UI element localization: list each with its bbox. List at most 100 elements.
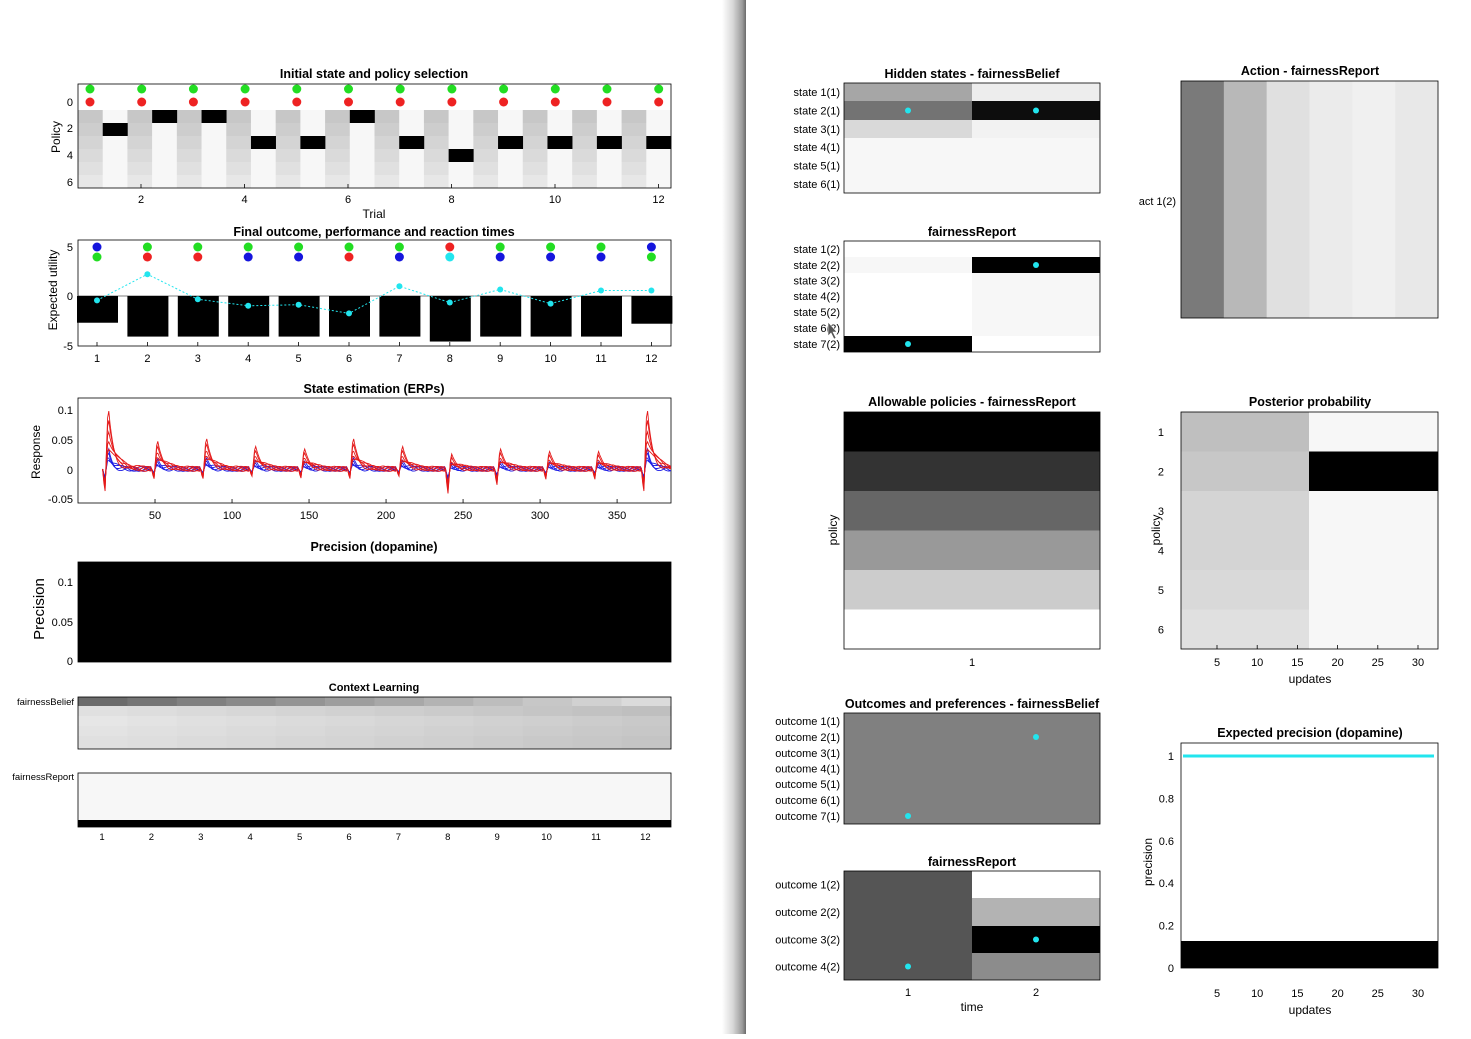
- policy-cell: [423, 175, 449, 188]
- policy-cell: [152, 149, 178, 162]
- hidden-state-marker: [1033, 107, 1039, 114]
- selected-policy-cell: [448, 149, 474, 162]
- expected-precision-box: [1180, 742, 1439, 969]
- context-cell: [325, 726, 375, 736]
- posterior-yticks: 1 2 3 4 5 6: [1158, 427, 1164, 637]
- policy-cell: [522, 136, 548, 149]
- state-dot-bottom: [395, 97, 405, 107]
- context-xtick-label: 8: [445, 832, 450, 843]
- hidden-state-label: state 2(1): [794, 106, 840, 118]
- action-cell: [1352, 81, 1396, 318]
- erp-xtick-label: 150: [300, 510, 318, 522]
- erp-ytick-minus0.05: -0.05: [48, 494, 73, 506]
- state-dot-bottom: [499, 97, 509, 107]
- report-states-panel: fairnessReport state 1(2) state 2(2) state…: [794, 225, 1101, 353]
- expected-precision-title: Expected precision (dopamine): [1217, 726, 1402, 740]
- policy-cell: [176, 175, 202, 188]
- action-cell: [1395, 81, 1439, 318]
- policy-cell: [325, 175, 351, 188]
- context-xtick-label: 4: [248, 832, 253, 843]
- utility-ytick-minus5: -5: [63, 341, 73, 353]
- expected-precision-xtick-label: 25: [1372, 988, 1384, 1000]
- outcome-dot-bottom: [243, 252, 253, 262]
- report-state-cell: [972, 320, 1100, 336]
- expected-precision-panel: Expected precision (dopamine) 1 0.8 0.6 0.4…: [1141, 726, 1439, 1017]
- allowable-policy-cell: [844, 530, 1100, 571]
- context-cell: [473, 716, 524, 726]
- context-cell: [176, 726, 227, 736]
- policy-cell: [102, 136, 128, 149]
- posterior-panel: Posterior probability 1 2 3 4 5 6 5 10 15 20 25 30…: [1149, 395, 1439, 686]
- policy-cell: [250, 123, 276, 136]
- utility-bar: [127, 296, 169, 337]
- erp-trace-red: [102, 420, 671, 491]
- policy-cell: [300, 149, 326, 162]
- state-dot-top: [240, 84, 250, 94]
- outcome-dot-bottom: [344, 252, 354, 262]
- policy-cell: [325, 149, 351, 162]
- policy-cell: [596, 123, 622, 136]
- utility-bar: [177, 296, 219, 337]
- context-cell: [473, 736, 524, 749]
- hidden-state-cell: [972, 83, 1100, 101]
- outcome-report-cell: [972, 898, 1100, 926]
- precision-ylabel: Precision: [31, 578, 48, 640]
- policy-cell: [127, 162, 153, 175]
- policy-cell: [423, 110, 449, 123]
- policy-cell: [201, 149, 227, 162]
- context-cell: [374, 726, 425, 736]
- outcome-xtick-label: 2: [144, 353, 150, 365]
- policy-cell: [78, 162, 104, 175]
- context-cell: [423, 726, 474, 736]
- allowable-policy-cell: [844, 451, 1100, 492]
- expected-precision-xtick-label: 30: [1412, 988, 1424, 1000]
- state-dot-top: [85, 84, 95, 94]
- context-cell: [572, 726, 622, 736]
- context-cell: [127, 706, 178, 716]
- outcome-xtick-label: 5: [296, 353, 302, 365]
- context-cell: [374, 697, 425, 706]
- erp-axes-box: [77, 397, 672, 504]
- context-cell: [572, 716, 622, 726]
- hidden-state-label: state 6(1): [794, 179, 840, 191]
- context-cell: [226, 706, 276, 716]
- rt-point: [94, 297, 100, 304]
- trial-xtick-label: 6: [345, 194, 351, 206]
- report-state-cell: [972, 273, 1100, 288]
- policy-cell: [621, 110, 647, 123]
- outcome-dot-bottom: [546, 252, 556, 262]
- policy-cell: [300, 123, 326, 136]
- context-cell: [127, 697, 178, 706]
- posterior-cell: [1181, 530, 1309, 571]
- outcome-belief-label: outcome 3(1): [775, 748, 840, 760]
- state-dot-bottom: [137, 97, 147, 107]
- context-cell: [473, 706, 524, 716]
- state-dot-bottom: [85, 97, 95, 107]
- expected-precision-ytick: 0.4: [1159, 878, 1174, 890]
- initial-state-title: Initial state and policy selection: [280, 67, 468, 81]
- posterior-xtick-label: 25: [1372, 657, 1384, 669]
- precision-black-area: [77, 561, 672, 663]
- outcome-dot-top: [596, 242, 606, 252]
- outcome-dot-top: [193, 242, 203, 252]
- state-dot-top: [395, 84, 405, 94]
- selected-policy-cell: [300, 136, 326, 149]
- report-state-label: state 5(2): [794, 307, 840, 319]
- action-panel: Action - fairnessReport act 1(2): [1139, 64, 1439, 319]
- policy-cell: [127, 123, 153, 136]
- posterior-title: Posterior probability: [1249, 395, 1371, 409]
- report-state-cell: [844, 288, 972, 304]
- selected-policy-cell: [547, 136, 573, 149]
- context-cell: [621, 706, 672, 716]
- policy-cell: [176, 149, 202, 162]
- policy-cell: [374, 149, 400, 162]
- posterior-cell: [1309, 530, 1438, 571]
- time-xtick-1: 1: [905, 987, 911, 999]
- policy-cell: [399, 162, 425, 175]
- policy-cell: [201, 175, 227, 188]
- policy-cell: [349, 149, 375, 162]
- policy-cell: [448, 162, 474, 175]
- context-cell: [572, 706, 622, 716]
- policy-cell: [399, 123, 425, 136]
- context-cell: [374, 706, 425, 716]
